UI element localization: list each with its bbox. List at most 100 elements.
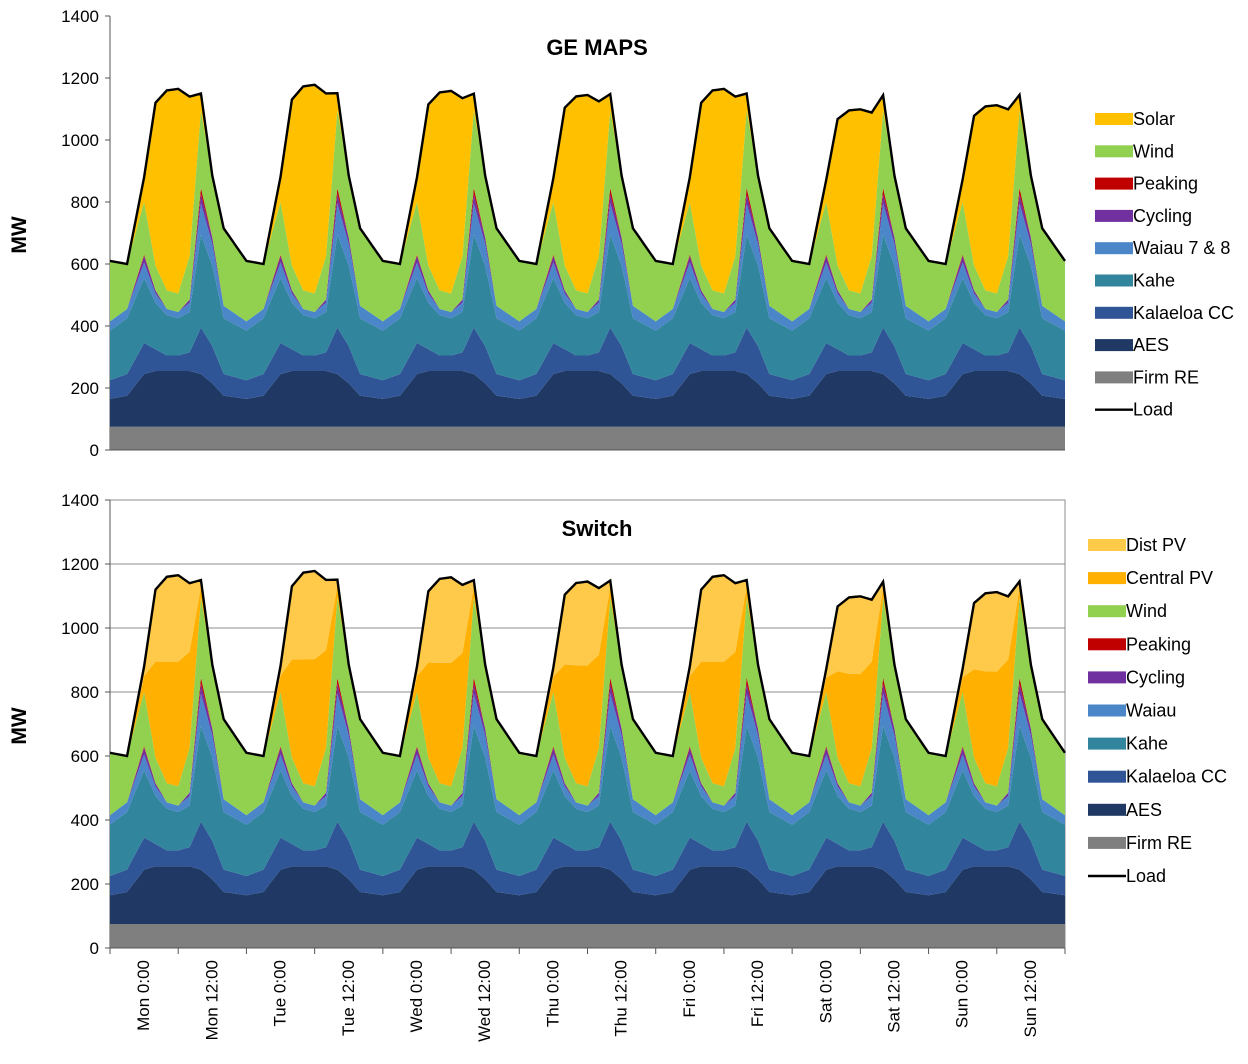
area-aes — [110, 370, 1065, 427]
x-tick-label: Sun 12:00 — [1021, 960, 1040, 1038]
y-tick-label: 600 — [71, 255, 99, 274]
x-tick-label: Wed 12:00 — [475, 960, 494, 1042]
legend-item: Firm RE — [1088, 833, 1192, 853]
legend-label: AES — [1133, 335, 1169, 355]
x-tick-label: Mon 12:00 — [202, 960, 221, 1040]
legend-item: Dist PV — [1088, 535, 1186, 555]
area-central-pv — [110, 586, 1065, 787]
legend-label: Load — [1126, 866, 1166, 886]
legend-item: Waiau 7 & 8 — [1095, 238, 1230, 258]
y-tick-label: 200 — [71, 379, 99, 398]
legend-swatch — [1095, 113, 1133, 125]
legend-item: AES — [1088, 800, 1162, 820]
x-tick-label: Sun 0:00 — [953, 960, 972, 1028]
legend-item: Kalaeloa CC — [1095, 303, 1234, 323]
load-line — [109, 83, 1066, 266]
legend-item: Firm RE — [1095, 367, 1199, 387]
legend-swatch — [1088, 704, 1126, 717]
legend-swatch — [1088, 836, 1126, 849]
load-line — [109, 569, 1066, 758]
legend-swatch — [1095, 339, 1133, 352]
area-solar — [110, 84, 1065, 294]
area-firm-re — [110, 426, 1065, 450]
y-tick-label: 1200 — [61, 555, 99, 574]
x-tick-label: Tue 12:00 — [339, 960, 358, 1036]
legend-item: Wind — [1088, 601, 1167, 621]
legend-swatch — [1088, 638, 1126, 651]
y-axis-label: MW — [8, 707, 31, 744]
legend-swatch — [1095, 242, 1133, 255]
legend-swatch — [1088, 803, 1126, 816]
area-aes — [110, 866, 1065, 924]
area-kalaeloa-cc — [110, 327, 1065, 399]
legend-label: Cycling — [1133, 206, 1192, 226]
legend-swatch — [1088, 572, 1126, 585]
area-kahe — [110, 725, 1065, 876]
y-tick-label: 800 — [71, 193, 99, 212]
y-tick-label: 0 — [90, 939, 99, 958]
y-tick-label: 200 — [71, 875, 99, 894]
legend-item: Load — [1095, 400, 1173, 420]
legend-label: Wind — [1133, 141, 1174, 161]
y-axis-label: MW — [8, 216, 31, 253]
legend-item: Solar — [1095, 109, 1175, 129]
y-tick-label: 0 — [90, 441, 99, 460]
legend-label: Load — [1133, 400, 1173, 420]
x-tick-label: Thu 12:00 — [612, 960, 631, 1037]
legend-item: Central PV — [1088, 568, 1213, 588]
legend: Solar Wind Peaking Cycling Waiau 7 & 8 Kahe Ka… — [1095, 109, 1234, 420]
y-tick-label: 400 — [71, 317, 99, 336]
legend-swatch — [1088, 737, 1126, 750]
area-kalaeloa-cc — [110, 821, 1065, 896]
x-tick-label: Tue 0:00 — [271, 960, 290, 1026]
chart-panel-1: 0 200 400 600 800 1000 1200 1400 MW GE MAPS Solar W… — [8, 7, 1234, 460]
legend-swatch — [1095, 371, 1133, 384]
legend-swatch — [1088, 605, 1126, 618]
legend-label: Firm RE — [1126, 833, 1192, 853]
legend-label: Peaking — [1133, 174, 1198, 194]
legend-label: Waiau — [1126, 701, 1176, 721]
legend: Dist PV Central PV Wind Peaking Cycling Waiau… — [1088, 535, 1227, 886]
legend-swatch — [1095, 177, 1133, 190]
area-firm-re — [110, 924, 1065, 948]
legend-item: Cycling — [1088, 667, 1185, 687]
x-tick-label: Mon 0:00 — [134, 960, 153, 1031]
area-dist-pv — [110, 570, 1065, 756]
legend-item: Waiau — [1088, 701, 1176, 721]
legend-item: Peaking — [1095, 174, 1198, 194]
legend-item: Kahe — [1088, 734, 1168, 754]
y-tick-label: 1000 — [61, 131, 99, 150]
y-tick-label: 400 — [71, 811, 99, 830]
legend-label: Wind — [1126, 601, 1167, 621]
legend-swatch — [1095, 274, 1133, 287]
y-tick-label: 1400 — [61, 7, 99, 26]
legend-label: Kalaeloa CC — [1126, 767, 1227, 787]
legend-label: Dist PV — [1126, 535, 1186, 555]
x-tick-label: Thu 0:00 — [543, 960, 562, 1027]
legend-swatch — [1095, 306, 1133, 319]
y-tick-label: 800 — [71, 683, 99, 702]
legend-item: Cycling — [1095, 206, 1192, 226]
legend-item: Peaking — [1088, 634, 1191, 654]
x-tick-label: Fri 12:00 — [748, 960, 767, 1027]
chart-title: GE MAPS — [546, 35, 647, 60]
legend-label: Kalaeloa CC — [1133, 303, 1234, 323]
legend-item: Wind — [1095, 141, 1174, 161]
legend-label: AES — [1126, 800, 1162, 820]
y-tick-label: 1200 — [61, 69, 99, 88]
legend-item: Load — [1088, 866, 1166, 886]
legend-item: AES — [1095, 335, 1169, 355]
legend-swatch — [1088, 770, 1126, 783]
y-tick-label: 600 — [71, 747, 99, 766]
legend-swatch — [1088, 539, 1126, 551]
legend-swatch — [1095, 145, 1133, 158]
legend-label: Firm RE — [1133, 367, 1199, 387]
legend-label: Waiau 7 & 8 — [1133, 238, 1230, 258]
chart-panel-2: 0 200 400 600 800 1000 1200 1400 Mon 0:00 Mon 12:… — [8, 491, 1227, 1042]
legend-label: Solar — [1133, 109, 1175, 129]
legend-swatch — [1095, 209, 1133, 222]
legend-item: Kahe — [1095, 271, 1175, 291]
legend-label: Cycling — [1126, 667, 1185, 687]
legend-swatch — [1088, 671, 1126, 684]
